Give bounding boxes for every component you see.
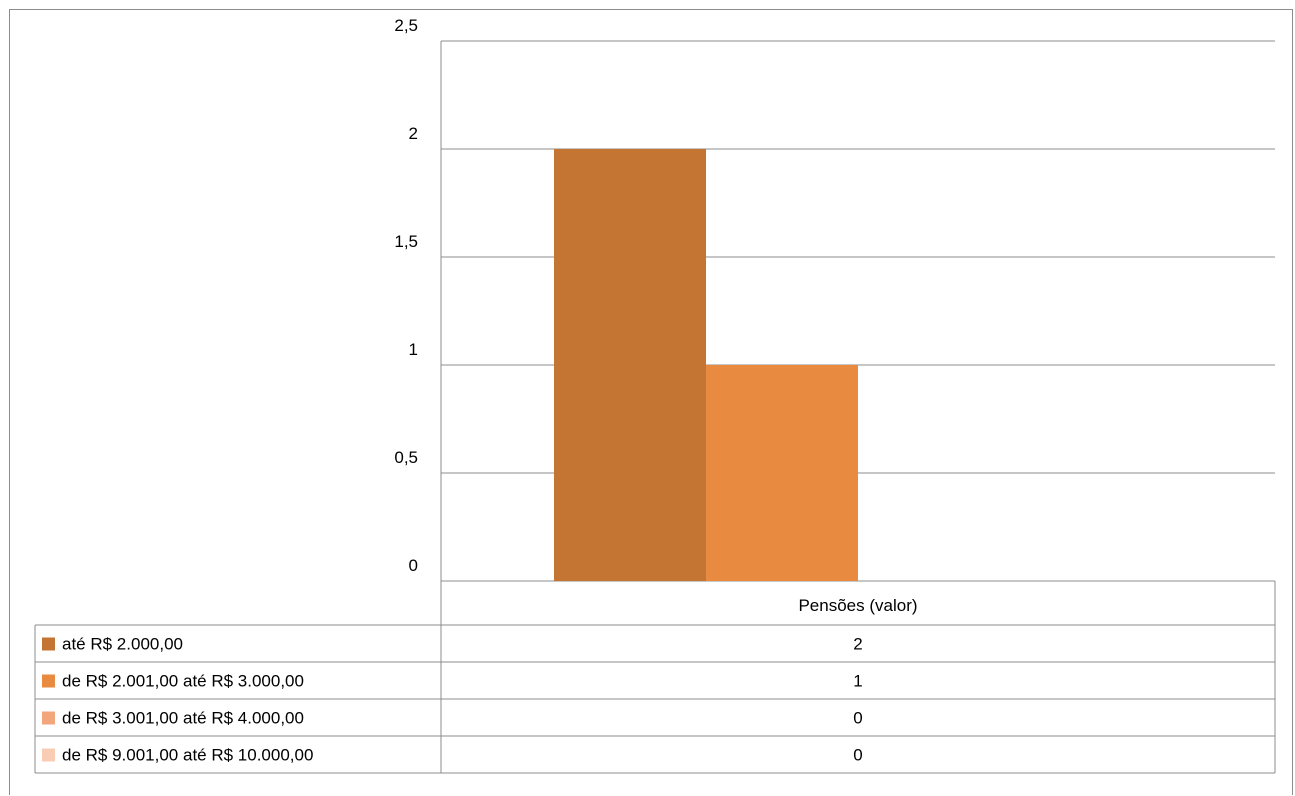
y-tick-label: 0 <box>409 556 418 575</box>
legend-key-2 <box>42 674 55 688</box>
y-tick-label: 1 <box>409 340 418 359</box>
y-tick-label: 1,5 <box>394 232 418 251</box>
legend-label: de R$ 9.001,00 até R$ 10.000,00 <box>62 746 313 765</box>
legend-label: de R$ 3.001,00 até R$ 4.000,00 <box>62 709 304 728</box>
data-table-value: 0 <box>853 709 862 728</box>
legend-label: até R$ 2.000,00 <box>62 635 183 654</box>
data-table-value: 2 <box>853 635 862 654</box>
data-table-value: 1 <box>853 672 862 691</box>
legend-key-1 <box>42 637 55 651</box>
legend-key-4 <box>42 748 55 762</box>
data-table-value: 0 <box>853 746 862 765</box>
bar-1 <box>554 149 706 581</box>
category-label: Pensões (valor) <box>798 596 917 615</box>
legend-key-3 <box>42 711 55 725</box>
bar-2 <box>706 365 858 581</box>
y-tick-label: 0,5 <box>394 448 418 467</box>
y-tick-label: 2 <box>409 124 418 143</box>
y-tick-label: 2,5 <box>394 16 418 35</box>
legend-label: de R$ 2.001,00 até R$ 3.000,00 <box>62 672 304 691</box>
